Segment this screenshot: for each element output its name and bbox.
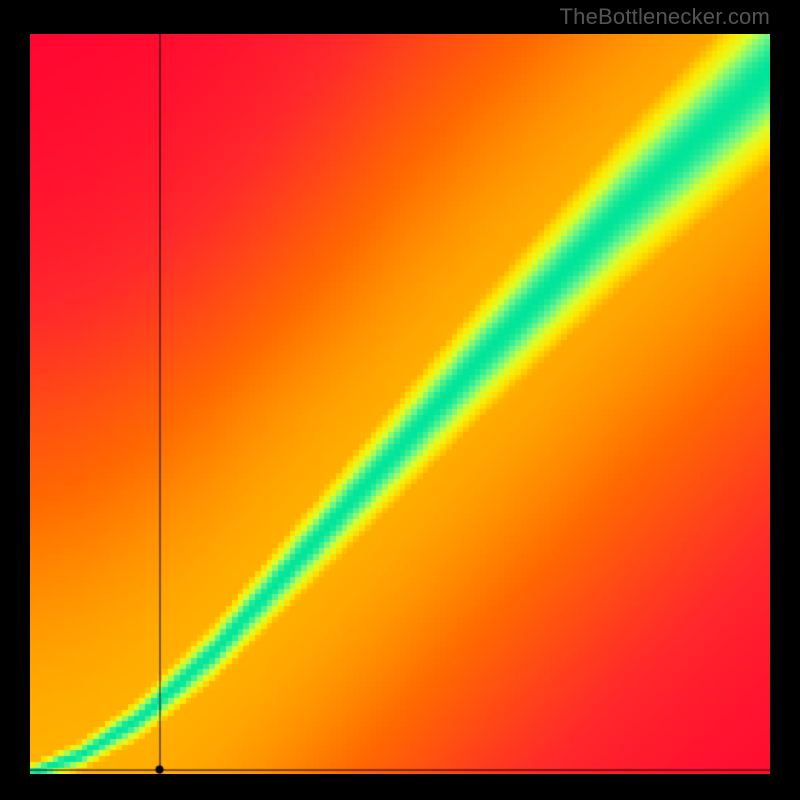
chart-frame: TheBottlenecker.com bbox=[0, 0, 800, 800]
watermark-text: TheBottlenecker.com bbox=[560, 4, 770, 30]
heatmap-canvas bbox=[30, 34, 770, 774]
plot-area bbox=[30, 34, 770, 774]
